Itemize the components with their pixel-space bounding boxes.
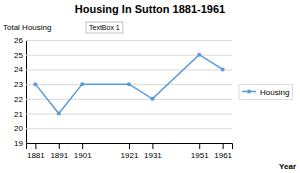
x-axis: 1881 1891 1901 1921 1931 1951 1961 <box>27 143 233 160</box>
point <box>221 67 225 71</box>
x-tick: 1891 <box>50 143 68 160</box>
y-tick-label: 23 <box>14 80 23 89</box>
x-tick-line <box>59 143 60 149</box>
y-tick: 24 <box>14 65 232 74</box>
y-axis: 19 20 21 22 23 24 25 26 <box>14 36 232 148</box>
grid-line <box>26 128 232 129</box>
x-tick: 1961 <box>214 143 232 160</box>
y-tick-label: 22 <box>14 95 23 104</box>
x-tick-label: 1961 <box>214 151 232 160</box>
x-axis-title: Year <box>279 162 296 171</box>
point <box>197 53 201 57</box>
legend-frame <box>239 85 292 100</box>
x-tick: 1881 <box>27 143 45 160</box>
x-tick-line <box>199 143 200 149</box>
y-tick: 25 <box>14 51 232 60</box>
point <box>33 82 37 86</box>
y-tick: 20 <box>14 124 232 133</box>
point <box>80 82 84 86</box>
y-tick: 21 <box>14 110 232 119</box>
y-axis-line <box>27 41 233 144</box>
grid-line <box>26 69 232 70</box>
y-tick-label: 26 <box>14 36 23 45</box>
chart: Housing In Sutton 1881-1961 Total Housing… <box>0 0 300 173</box>
x-tick-line <box>82 143 83 149</box>
line <box>35 55 222 114</box>
plot: 19 20 21 22 23 24 25 26 1881 1891 1901 1921 1931 1951… <box>14 36 232 160</box>
x-tick-label: 1881 <box>27 151 45 160</box>
y-axis-title: Total Housing <box>3 23 51 32</box>
y-tick-label: 19 <box>14 139 23 148</box>
annotation: TextBox 1 <box>89 24 120 31</box>
x-axis-line <box>27 144 233 150</box>
legend-label: Housing <box>260 88 289 97</box>
point <box>150 97 154 101</box>
legend-item: Housing <box>242 88 289 97</box>
title: Housing In Sutton 1881-1961 <box>75 3 225 15</box>
y-tick-label: 21 <box>14 110 23 119</box>
legend-marker <box>247 90 251 94</box>
marks <box>33 53 224 116</box>
x-tick-line <box>129 143 130 149</box>
y-tick-label: 25 <box>14 51 23 60</box>
x-tick-line <box>223 143 224 149</box>
y-tick: 26 <box>14 36 232 45</box>
annotation-box <box>86 22 123 33</box>
legend: Housing <box>239 85 292 100</box>
grid-line <box>26 99 232 100</box>
y-tick: 19 <box>14 139 232 148</box>
x-tick-label: 1931 <box>144 151 162 160</box>
y-tick-label: 20 <box>14 124 23 133</box>
y-tick-label: 24 <box>14 65 23 74</box>
x-tick-label: 1891 <box>50 151 68 160</box>
x-tick: 1901 <box>74 143 92 160</box>
point <box>127 82 131 86</box>
grid-line <box>26 40 232 41</box>
x-tick: 1921 <box>121 143 139 160</box>
x-tick-line <box>152 143 153 149</box>
point <box>57 112 61 116</box>
x-tick-label: 1921 <box>121 151 139 160</box>
x-tick-line <box>35 143 36 149</box>
x-tick-label: 1951 <box>191 151 209 160</box>
x-tick: 1951 <box>191 143 209 160</box>
x-tick: 1931 <box>144 143 162 160</box>
annotation-group: TextBox 1 <box>86 22 123 33</box>
x-tick-label: 1901 <box>74 151 92 160</box>
